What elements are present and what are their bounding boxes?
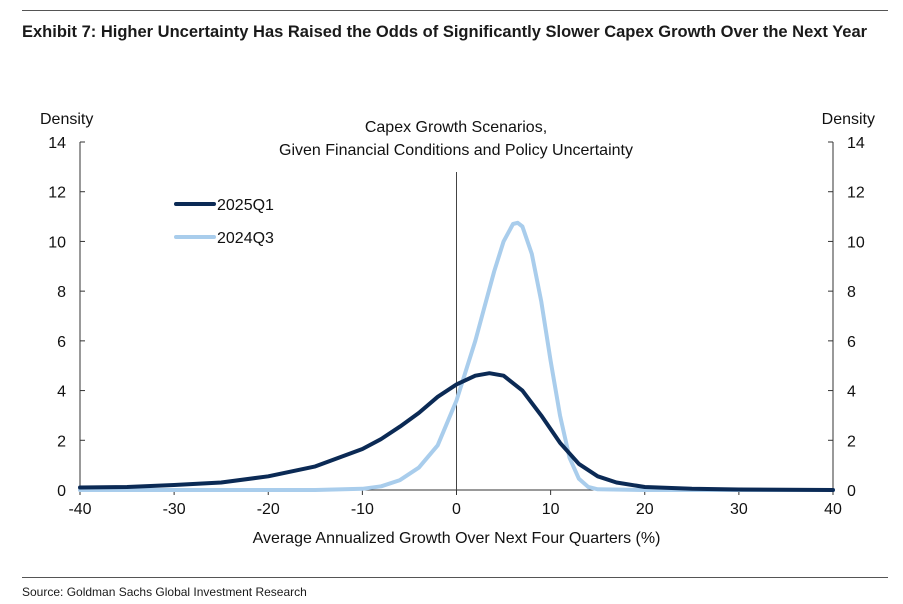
x-tick-label: 0 (452, 501, 461, 518)
y-axis-title-right: Density (822, 111, 875, 128)
y-tick-label-left: 6 (57, 334, 66, 351)
x-tick-label: 10 (542, 501, 560, 518)
y-tick-label-left: 4 (57, 384, 66, 401)
x-tick-label: -10 (351, 501, 374, 518)
y-tick-label-right: 4 (847, 384, 856, 401)
y-tick-label-right: 8 (847, 284, 856, 301)
x-tick-label: 20 (636, 501, 654, 518)
y-tick-label-left: 2 (57, 433, 66, 450)
x-tick-label: -30 (163, 501, 186, 518)
x-axis-title: Average Annualized Growth Over Next Four… (253, 530, 661, 547)
y-tick-label-right: 10 (847, 234, 865, 251)
series-line-2024q3 (78, 220, 835, 492)
y-tick-label-right: 6 (847, 334, 856, 351)
chart-series (78, 220, 835, 492)
y-tick-label-left: 8 (57, 284, 66, 301)
chart-labels: -40 -30 -20 -10 0 10 20 30 40 0 0 2 2 4 4 6 6 8 8 10 10 12 12 1… (40, 111, 875, 547)
legend-label-2025q1: 2025Q1 (217, 197, 274, 214)
top-rule (22, 10, 888, 11)
x-tick-label: -20 (257, 501, 280, 518)
y-axis-title-left: Density (40, 111, 93, 128)
y-tick-label-right: 12 (847, 185, 865, 202)
y-tick-label-left: 14 (48, 135, 66, 152)
bottom-rule (22, 577, 888, 578)
y-tick-label-right: 2 (847, 433, 856, 450)
x-tick-label: 30 (730, 501, 748, 518)
x-tick-label: -40 (68, 501, 91, 518)
legend-label-2024q3: 2024Q3 (217, 230, 274, 247)
y-tick-label-left: 12 (48, 185, 66, 202)
exhibit-title: Exhibit 7: Higher Uncertainty Has Raised… (22, 23, 868, 41)
source-note: Source: Goldman Sachs Global Investment … (22, 585, 307, 599)
y-tick-label-right: 14 (847, 135, 865, 152)
chart-title-line-1: Capex Growth Scenarios, (365, 119, 547, 136)
chart-axes (79, 141, 834, 495)
x-tick-label: 40 (824, 501, 842, 518)
y-tick-label-left: 0 (57, 483, 66, 500)
y-tick-label-right: 0 (847, 483, 856, 500)
y-tick-label-left: 10 (48, 234, 66, 251)
series-line-2025q1 (78, 371, 835, 492)
chart-title-line-2: Given Financial Conditions and Policy Un… (279, 142, 633, 159)
